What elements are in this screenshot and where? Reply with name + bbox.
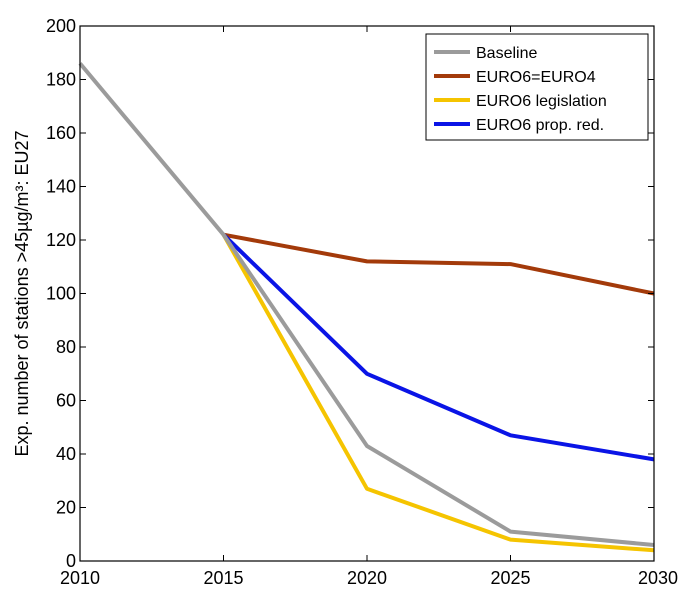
x-tick-label: 2015 bbox=[203, 568, 243, 588]
y-tick-label: 140 bbox=[46, 177, 76, 197]
legend-entry: EURO6 prop. red. bbox=[434, 117, 604, 134]
y-axis-label: Exp. number of stations >45µg/m³: EU27 bbox=[12, 130, 32, 456]
x-tick-label: 2010 bbox=[60, 568, 100, 588]
series-lines bbox=[78, 62, 655, 553]
y-tick-label: 200 bbox=[46, 16, 76, 36]
legend-entry: EURO6=EURO4 bbox=[434, 69, 596, 86]
y-tick-label: 20 bbox=[56, 498, 76, 518]
y-tick-label: 180 bbox=[46, 70, 76, 90]
y-tick-label: 160 bbox=[46, 123, 76, 143]
x-tick-label: 2030 bbox=[638, 568, 678, 588]
series-line-baseline bbox=[78, 62, 655, 547]
axis-ticks bbox=[79, 25, 655, 562]
series-line-euro6-prop-red- bbox=[222, 233, 655, 462]
legend-label: EURO6 prop. red. bbox=[476, 117, 604, 134]
x-tick-label: 2020 bbox=[347, 568, 387, 588]
legend-label: Baseline bbox=[476, 45, 537, 62]
y-tick-label: 80 bbox=[56, 337, 76, 357]
y-tick-label: 0 bbox=[66, 551, 76, 571]
legend-label: EURO6 legislation bbox=[476, 93, 607, 110]
series-line-euro6-legislation bbox=[221, 233, 655, 553]
legend-label: EURO6=EURO4 bbox=[476, 69, 596, 86]
legend-entry: EURO6 legislation bbox=[434, 93, 607, 110]
series-line-euro6-euro4 bbox=[223, 232, 655, 296]
y-tick-labels: 0 20 40 60 80 100 120 140 160 180 200 bbox=[46, 16, 76, 571]
y-tick-label: 60 bbox=[56, 391, 76, 411]
x-tick-labels: 2010 2015 2020 2025 2030 bbox=[60, 568, 678, 588]
y-tick-label: 100 bbox=[46, 284, 76, 304]
y-tick-label: 120 bbox=[46, 230, 76, 250]
y-tick-label: 40 bbox=[56, 444, 76, 464]
x-tick-label: 2025 bbox=[490, 568, 530, 588]
legend-entry: Baseline bbox=[434, 45, 537, 62]
legend: Baseline EURO6=EURO4 EURO6 legislation EURO… bbox=[425, 33, 649, 141]
